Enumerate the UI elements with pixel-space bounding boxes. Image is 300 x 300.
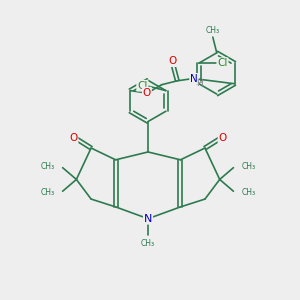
Text: CH₃: CH₃ xyxy=(241,162,255,171)
Text: O: O xyxy=(218,133,227,143)
Text: O: O xyxy=(69,133,78,143)
Text: N: N xyxy=(144,214,152,224)
Text: CH₃: CH₃ xyxy=(141,239,155,248)
Text: CH₃: CH₃ xyxy=(241,188,255,197)
Text: N: N xyxy=(190,74,198,84)
Text: O: O xyxy=(143,88,151,98)
Text: CH₃: CH₃ xyxy=(41,162,55,171)
Text: O: O xyxy=(168,56,176,66)
Text: Cl: Cl xyxy=(137,81,148,91)
Text: CH₃: CH₃ xyxy=(206,26,220,35)
Text: H: H xyxy=(196,79,203,88)
Text: Cl: Cl xyxy=(217,58,228,68)
Text: CH₃: CH₃ xyxy=(41,188,55,197)
